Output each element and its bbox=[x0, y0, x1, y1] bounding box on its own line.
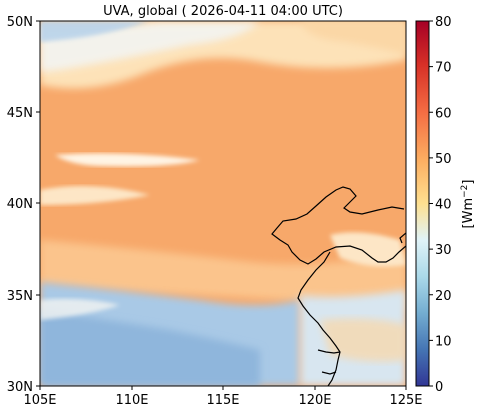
colorbar-tick-label: 30 bbox=[435, 243, 452, 258]
mid-cloud-streak-2 bbox=[40, 186, 150, 205]
x-tick-105e: 105E bbox=[23, 393, 56, 408]
colorbar-tick-label: 80 bbox=[435, 15, 452, 30]
y-tick-50n: 50N bbox=[7, 15, 33, 30]
y-axis: 50N 45N 40N 35N 30N bbox=[7, 15, 40, 395]
y-tick-30n: 30N bbox=[7, 380, 33, 395]
x-axis: 105E 110E 115E 120E 125E bbox=[23, 386, 423, 408]
x-tick-120e: 120E bbox=[298, 393, 331, 408]
x-tick-115e: 115E bbox=[206, 393, 239, 408]
colorbar-gradient bbox=[415, 20, 430, 387]
northern-cloud-blue bbox=[40, 21, 150, 42]
mid-cloud-streak-1 bbox=[55, 153, 200, 167]
korea-coast bbox=[399, 232, 406, 244]
southern-mixed-cloud bbox=[40, 298, 120, 320]
yangtze-estuary bbox=[317, 349, 341, 354]
map-title: UVA, global ( 2026-04-11 04:00 UTC) bbox=[103, 4, 343, 19]
southeast-warm-patch bbox=[320, 318, 406, 362]
colorbar-tick-label: 70 bbox=[435, 61, 452, 76]
colorbar-label-exponent: −2 bbox=[460, 185, 470, 198]
east-china-coastline bbox=[297, 251, 341, 386]
y-tick-35n: 35N bbox=[7, 289, 33, 304]
x-tick-125e: 125E bbox=[389, 393, 422, 408]
northeast-cloud bbox=[300, 21, 406, 55]
colorbar-ticks: 0 10 20 30 40 50 60 70 80 bbox=[429, 15, 452, 395]
y-tick-45n: 45N bbox=[7, 106, 33, 121]
x-tick-110e: 110E bbox=[115, 393, 148, 408]
colorbar-tick-label: 50 bbox=[435, 152, 452, 167]
colorbar-label: [Wm−2] bbox=[460, 180, 476, 229]
yellow-sea-cloud bbox=[330, 232, 406, 267]
bohai-coastline bbox=[271, 186, 406, 265]
colorbar-tick-label: 0 bbox=[435, 380, 443, 395]
colorbar-tick-label: 40 bbox=[435, 198, 452, 213]
coastlines bbox=[271, 186, 406, 386]
light-orange-band bbox=[40, 240, 406, 310]
hangzhou-bay bbox=[321, 371, 337, 375]
colorbar-label-close: ] bbox=[461, 180, 476, 185]
colorbar-tick-label: 10 bbox=[435, 334, 452, 349]
colorbar: 0 10 20 30 40 50 60 70 80 [Wm−2] bbox=[415, 15, 476, 395]
colorbar-tick-label: 20 bbox=[435, 289, 452, 304]
map-area bbox=[40, 21, 406, 386]
southern-deep-blue bbox=[40, 310, 260, 386]
y-tick-40n: 40N bbox=[7, 197, 33, 212]
colorbar-label-base: [Wm bbox=[461, 198, 476, 229]
colorbar-tick-label: 60 bbox=[435, 106, 452, 121]
